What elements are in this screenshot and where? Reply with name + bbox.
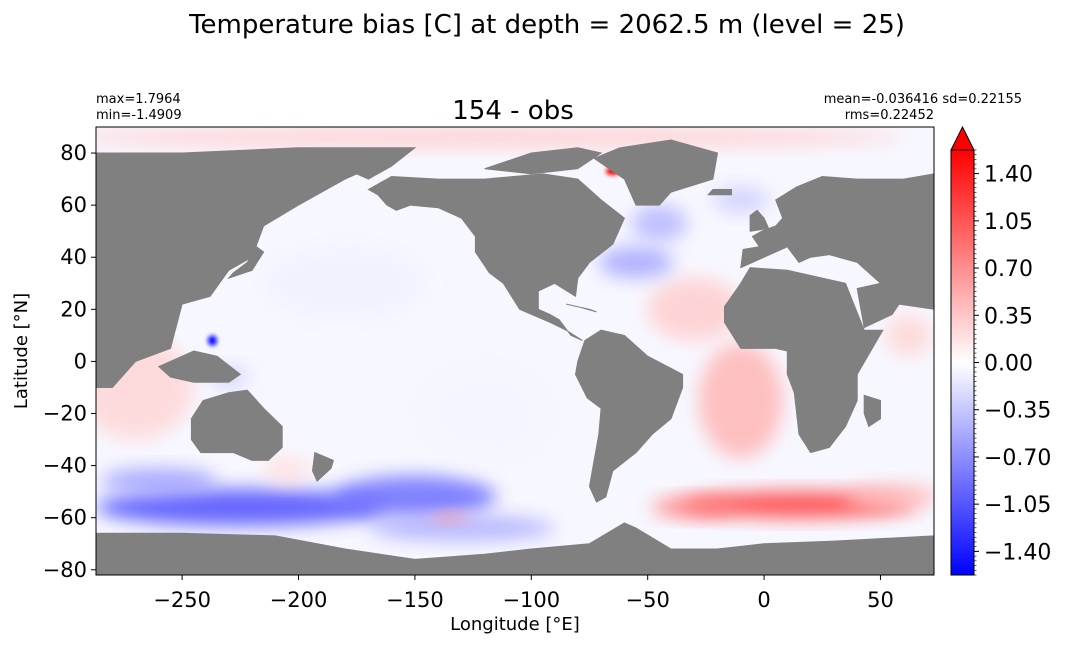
land-europe [740,173,934,297]
land-south-america [574,329,684,503]
stat-min: min=-1.4909 [96,108,182,123]
anomaly-southern-ocean-cold-3 [100,468,218,495]
land-australia [190,389,283,461]
anomaly-pacific-faint-cold [263,244,427,323]
colorbar-tick-label: 1.05 [984,210,1033,235]
colorbar-tick-label: 1.40 [984,163,1033,188]
x-tick-label: −100 [502,588,560,612]
y-tick-label: −80 [43,558,87,582]
land-mask [96,139,934,575]
y-axis: −80 −60 −40 −20 0 20 40 60 80 [43,141,96,582]
land-uk [749,209,770,232]
land-new-zealand [311,451,335,483]
x-tick-label: −200 [270,588,328,612]
colorbar-tick-label: −0.35 [984,399,1051,424]
land-eurasia-east [96,147,417,388]
anomaly-philippine-cold-spot [207,335,218,346]
anomaly-north-atlantic-cold [598,246,674,279]
figure-suptitle: Temperature bias [C] at depth = 2062.5 m… [188,10,905,40]
land-indonesia [157,350,242,383]
colorbar-extend-arrow [950,125,975,151]
anomaly-southern-ocean-cold [96,489,385,526]
y-tick-label: 40 [60,245,87,269]
x-axis-label: Longitude [°E] [450,614,580,635]
colorbar-tick-label: −1.40 [984,540,1051,565]
anomaly-se-pacific-faint-cold [414,361,555,466]
anomaly-arctic-warm [96,127,904,148]
colorbar-tick-label: 0.35 [984,304,1033,329]
y-tick-label: −20 [43,402,87,426]
land-japan [227,246,265,280]
land-cuba [566,303,597,313]
x-axis: −250 −200 −150 −100 −50 0 50 [153,575,894,612]
land-north-america [367,173,626,342]
anomaly-south-pacific-warm-spot [431,512,469,523]
anomaly-north-atlantic-warm [647,278,741,341]
anomaly-south-atlantic-warm [698,343,783,458]
land-india-arabia [856,269,934,329]
anomaly-arabian-sea-warm [885,314,932,357]
land-africa [724,267,884,454]
colorbar-tick-label: −0.70 [984,446,1051,471]
y-tick-label: 80 [60,141,87,165]
y-tick-label: 0 [74,349,87,373]
panel-title: 154 - obs [452,96,574,126]
colorbar-tick-label: 0.70 [984,257,1033,282]
land-iceland [707,189,732,196]
colorbar-ticks: −1.40 −1.05 −0.70 −0.35 0.00 0.35 0.70 1.05 1.40 [974,149,1051,576]
stat-rms: rms=0.22452 [845,108,934,123]
y-tick-label: 20 [60,297,87,321]
stat-mean-sd: mean=-0.036416 sd=0.22155 [824,92,1022,107]
colorbar-tick-label: 0.00 [984,352,1033,377]
x-tick-label: −50 [626,588,670,612]
land-greenland [593,139,719,206]
colorbar: −1.40 −1.05 −0.70 −0.35 0.00 0.35 0.70 1.05 1.40 [950,125,1051,576]
colorbar-tick-label: −1.05 [984,493,1051,518]
anomaly-labrador-cold [631,205,688,242]
x-tick-label: 0 [757,588,770,612]
x-tick-label: −150 [386,588,444,612]
y-axis-label: Latitude [°N] [11,293,32,409]
land-arctic-archipelago [484,147,603,175]
anomaly-weddell-warm [652,496,737,518]
x-tick-label: −250 [153,588,211,612]
y-tick-label: −40 [43,454,87,478]
stat-max: max=1.7964 [96,92,181,107]
map-panel [95,126,935,576]
colorbar-gradient [951,150,974,575]
map-frame [95,126,935,576]
anomaly-indian-south-warm [845,483,934,510]
anomaly-tasman-warm [263,457,311,484]
y-tick-label: −60 [43,506,87,530]
land-madagascar [863,394,881,428]
land-antarctica [96,522,934,575]
anomaly-southern-ocean-cold-2 [333,476,497,518]
anomaly-pacific-sector-cold [368,515,555,542]
x-tick-label: 50 [867,588,894,612]
y-tick-label: 60 [60,193,87,217]
